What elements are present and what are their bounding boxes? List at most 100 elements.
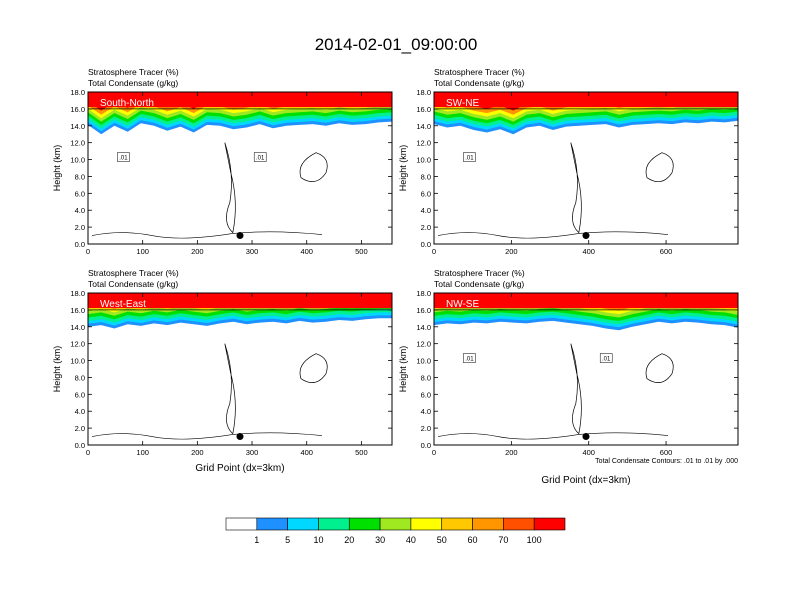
tracer-top-band — [88, 293, 392, 309]
panel-subtitle-line2: Total Condensate (g/kg) — [88, 78, 178, 88]
colorbar-swatch — [410, 517, 443, 531]
y-tick-label: 4.0 — [421, 206, 431, 215]
y-tick-label: 10.0 — [416, 156, 431, 165]
y-tick-label: 0.0 — [421, 240, 431, 249]
panel-subtitle-line2: Total Condensate (g/kg) — [88, 279, 178, 289]
x-tick-label: 300 — [246, 448, 259, 457]
panel-label: SW-NE — [446, 98, 479, 109]
panel-label: West-East — [100, 299, 146, 310]
y-tick-label: 12.0 — [70, 139, 85, 148]
y-tick-label: 16.0 — [70, 306, 85, 315]
panel-subtitle-line2: Total Condensate (g/kg) — [434, 78, 524, 88]
plot-area: .01 .01 — [88, 92, 392, 244]
y-tick-label: 6.0 — [421, 189, 431, 198]
contour-label: .01 — [465, 357, 474, 363]
x-tick-label: 200 — [505, 247, 518, 256]
y-tick-label: 6.0 — [421, 390, 431, 399]
panel-subtitle-line1: Stratosphere Tracer (%) — [88, 268, 179, 278]
y-tick-label: 0.0 — [421, 441, 431, 450]
panel-south-north: .01 .01 0.0 2.0 4.0 6.0 8.0 10.0 12.0 14.0 16.0 18.… — [52, 67, 393, 256]
panel-nw-se: .01 .01 0.0 2.0 4.0 6.0 8.0 10.0 12.0 14.0 16.0 18.… — [398, 268, 739, 486]
x-tick-label: 100 — [136, 448, 149, 457]
y-tick-label: 14.0 — [70, 323, 85, 332]
colorbar-swatch — [441, 517, 473, 531]
y-tick-label: 10.0 — [70, 156, 85, 165]
y-tick-label: 16.0 — [70, 105, 85, 114]
figure-title: 2014-02-01_09:00:00 — [315, 35, 478, 54]
y-tick-label: 8.0 — [421, 373, 431, 382]
y-axis-label: Height (km) — [398, 346, 408, 393]
y-tick-label: 12.0 — [70, 340, 85, 349]
y-axis-label: Height (km) — [52, 346, 62, 393]
x-tick-label: 200 — [191, 247, 204, 256]
colorbar: 1 5 10 20 30 40 50 60 70 100 — [225, 517, 566, 545]
y-tick-label: 18.0 — [70, 289, 85, 298]
tracer-top-band — [434, 92, 738, 108]
contour-label: .01 — [119, 156, 128, 162]
y-tick-label: 8.0 — [75, 373, 85, 382]
condensate-contour — [91, 231, 323, 239]
x-tick-label: 500 — [355, 247, 368, 256]
contour-label-box — [253, 152, 267, 162]
y-tick-label: 10.0 — [70, 357, 85, 366]
colorbar-swatch — [348, 517, 381, 531]
condensate-contour — [570, 343, 582, 435]
tracer-top-band — [88, 92, 392, 108]
colorbar-swatch — [503, 517, 535, 531]
plot-area: .01 .01 — [434, 293, 738, 445]
colorbar-label: 10 — [313, 535, 323, 545]
y-tick-label: 0.0 — [75, 240, 85, 249]
y-axis-label: Height (km) — [52, 145, 62, 192]
tracer-top-band — [434, 293, 738, 309]
x-tick-label: 200 — [505, 448, 518, 457]
x-tick-label: 400 — [582, 247, 595, 256]
plot-frame — [87, 292, 393, 446]
colorbar-swatch — [225, 517, 258, 531]
colorbar-label: 20 — [344, 535, 354, 545]
x-tick-label: 400 — [300, 448, 313, 457]
plot-area: .01 — [434, 92, 738, 244]
y-axis-label: Height (km) — [398, 145, 408, 192]
contour-label-box — [117, 152, 130, 162]
y-tick-label: 0.0 — [75, 441, 85, 450]
panel-label: NW-SE — [446, 299, 479, 310]
panel-subtitle-line1: Stratosphere Tracer (%) — [434, 67, 525, 77]
contour-label: .01 — [602, 357, 611, 363]
plot-frame — [433, 91, 739, 245]
colorbar-label: 50 — [437, 535, 447, 545]
colorbar-swatch — [472, 517, 504, 531]
colorbar-swatch — [256, 517, 288, 531]
x-tick-label: 600 — [660, 448, 673, 457]
x-tick-label: 0 — [432, 448, 436, 457]
y-tick-label: 10.0 — [416, 357, 431, 366]
y-tick-label: 4.0 — [75, 206, 85, 215]
colorbar-label: 60 — [468, 535, 478, 545]
contour-footnote: Total Condensate Contours: .01 to .01 by… — [595, 458, 738, 465]
contour-label: .01 — [256, 156, 265, 162]
contour-label-box — [463, 353, 476, 363]
colorbar-swatch — [533, 517, 566, 531]
colorbar-swatch — [379, 517, 412, 531]
panel-subtitle-line2: Total Condensate (g/kg) — [434, 279, 524, 289]
contour-label-box — [463, 152, 476, 162]
y-tick-label: 16.0 — [416, 306, 431, 315]
colorbar-label: 30 — [375, 535, 385, 545]
location-marker — [582, 232, 590, 240]
condensate-contour — [299, 353, 328, 384]
condensate-contour — [224, 343, 236, 435]
plot-frame — [87, 91, 393, 245]
y-tick-label: 6.0 — [75, 390, 85, 399]
panel-label: South-North — [100, 98, 154, 109]
y-tick-label: 12.0 — [416, 340, 431, 349]
panel-west-east: 0.0 2.0 4.0 6.0 8.0 10.0 12.0 14.0 16.0 18.0 0 100 2… — [52, 268, 393, 474]
condensate-contour — [437, 432, 669, 440]
y-tick-label: 14.0 — [416, 323, 431, 332]
x-tick-label: 200 — [191, 448, 204, 457]
x-tick-label: 400 — [300, 247, 313, 256]
x-tick-label: 0 — [432, 247, 436, 256]
y-tick-label: 18.0 — [416, 88, 431, 97]
y-tick-label: 2.0 — [75, 424, 85, 433]
x-tick-label: 600 — [660, 247, 673, 256]
colorbar-label: 100 — [527, 535, 542, 545]
